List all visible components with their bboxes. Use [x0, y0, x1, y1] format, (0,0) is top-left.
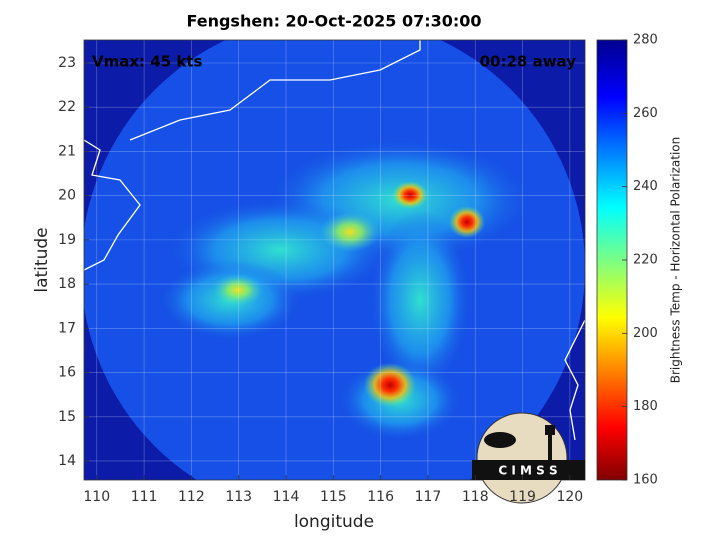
- y-tick-label: 17: [58, 320, 76, 336]
- colorbar-tick-label: 200: [633, 326, 658, 341]
- y-tick-label: 20: [58, 188, 76, 204]
- title: Fengshen: 20-Oct-2025 07:30:00: [186, 12, 481, 31]
- y-tick-label: 14: [58, 453, 76, 469]
- colorbar-tick-label: 280: [633, 33, 658, 48]
- intensity-label: Vmax: 45 kts: [92, 53, 202, 71]
- x-tick-label: 111: [131, 489, 158, 505]
- y-tick-label: 22: [58, 99, 76, 115]
- x-tick-label: 114: [273, 489, 300, 505]
- colorbar-tick-label: 160: [633, 473, 658, 488]
- colorbar-label: Brightness Temp - Horizontal Polarizatio…: [669, 137, 683, 384]
- time-label: 00:28 away: [480, 53, 577, 71]
- colorbar-tick-label: 260: [633, 106, 658, 121]
- x-tick-label: 110: [83, 489, 110, 505]
- y-tick-label: 16: [58, 365, 76, 381]
- x-tick-label: 117: [415, 489, 442, 505]
- colorbar-tick-label: 240: [633, 179, 658, 194]
- logo: C I M S S: [472, 412, 585, 504]
- logo-text: C I M S S: [498, 464, 557, 478]
- x-tick-label: 118: [462, 489, 489, 505]
- x-tick-label: 113: [225, 489, 252, 505]
- x-tick-label: 119: [509, 489, 536, 505]
- x-tick-label: 112: [178, 489, 205, 505]
- colorbar-tick-label: 220: [633, 253, 658, 268]
- y-tick-label: 19: [58, 232, 76, 248]
- y-tick-label: 18: [58, 276, 76, 292]
- y-tick-label: 21: [58, 143, 76, 159]
- y-axis-label: latitude: [32, 227, 52, 292]
- plot-frame: [83, 39, 586, 481]
- x-tick-label: 115: [320, 489, 347, 505]
- x-axis-label: longitude: [294, 512, 374, 532]
- colorbar-tick-label: 180: [633, 399, 658, 414]
- y-tick-label: 15: [58, 409, 76, 425]
- y-tick-label: 23: [58, 55, 76, 71]
- x-tick-label: 116: [367, 489, 394, 505]
- x-tick-label: 120: [556, 489, 583, 505]
- grid: [84, 40, 585, 480]
- imagery: [84, 40, 585, 480]
